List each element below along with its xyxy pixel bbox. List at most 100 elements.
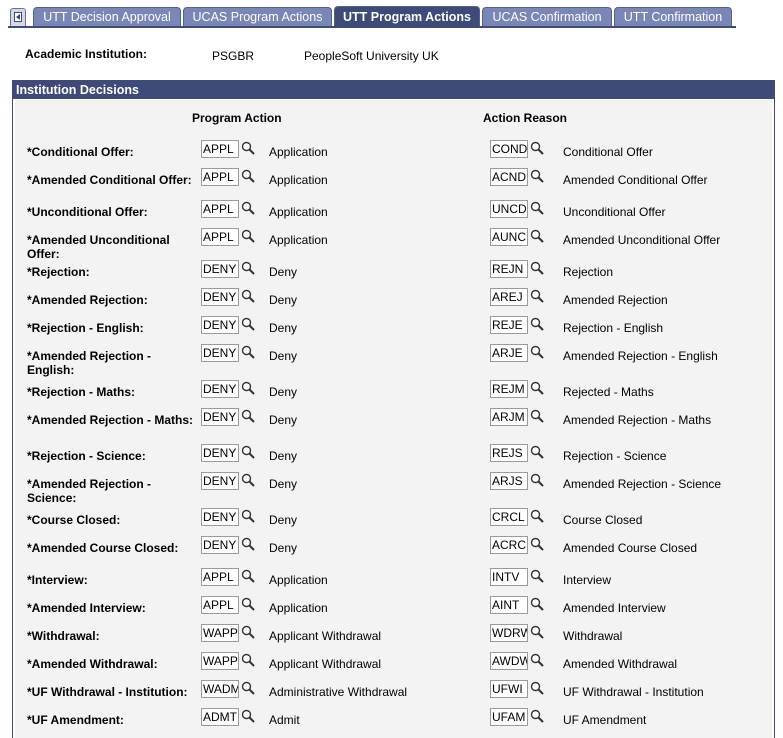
tab-utt-decision-approval[interactable]: UTT Decision Approval xyxy=(33,7,181,26)
action-reason-lookup-icon[interactable] xyxy=(530,289,544,303)
program-action-input[interactable]: DENY xyxy=(201,316,239,334)
program-action-description: Admit xyxy=(269,713,300,727)
academic-institution-code: PSGBR xyxy=(212,49,255,63)
action-reason-input[interactable]: ARJM xyxy=(490,408,528,426)
program-action-description: Application xyxy=(269,233,328,247)
action-reason-lookup-icon[interactable] xyxy=(530,381,544,395)
program-action-input[interactable]: DENY xyxy=(201,260,239,278)
action-reason-input[interactable]: AINT xyxy=(490,596,528,614)
program-action-lookup-icon[interactable] xyxy=(241,345,255,359)
action-reason-input[interactable]: UFWI xyxy=(490,680,528,698)
program-action-lookup-icon[interactable] xyxy=(241,509,255,523)
action-reason-input[interactable]: AWDW xyxy=(490,652,528,670)
scroll-tabs-left-button[interactable] xyxy=(10,8,26,26)
action-reason-input[interactable]: ACRC xyxy=(490,536,528,554)
program-action-input[interactable]: APPL xyxy=(201,168,239,186)
action-reason-input[interactable]: REJS xyxy=(490,444,528,462)
program-action-lookup-icon[interactable] xyxy=(241,569,255,583)
program-action-input[interactable]: WAPP xyxy=(201,624,239,642)
program-action-lookup-icon[interactable] xyxy=(241,229,255,243)
program-action-description: Applicant Withdrawal xyxy=(269,657,382,671)
tab-utt-confirmation[interactable]: UTT Confirmation xyxy=(614,7,732,26)
program-action-lookup-icon[interactable] xyxy=(241,653,255,667)
action-reason-lookup-icon[interactable] xyxy=(530,445,544,459)
program-action-lookup-icon[interactable] xyxy=(241,261,255,275)
academic-institution-label: Academic Institution: xyxy=(25,47,148,61)
action-reason-description: Amended Interview xyxy=(563,601,666,615)
program-action-input[interactable]: DENY xyxy=(201,508,239,526)
action-reason-input[interactable]: INTV xyxy=(490,568,528,586)
action-reason-lookup-icon[interactable] xyxy=(530,473,544,487)
program-action-lookup-icon[interactable] xyxy=(241,445,255,459)
tab-ucas-program-actions[interactable]: UCAS Program Actions xyxy=(183,7,332,26)
program-action-input[interactable]: DENY xyxy=(201,472,239,490)
action-reason-lookup-icon[interactable] xyxy=(530,537,544,551)
action-reason-lookup-icon[interactable] xyxy=(530,201,544,215)
program-action-lookup-icon[interactable] xyxy=(241,597,255,611)
program-action-description: Application xyxy=(269,573,328,587)
action-reason-lookup-icon[interactable] xyxy=(530,261,544,275)
action-reason-input[interactable]: REJE xyxy=(490,316,528,334)
action-reason-description: Interview xyxy=(563,573,612,587)
program-action-input[interactable]: WAPP xyxy=(201,652,239,670)
action-reason-input[interactable]: REJM xyxy=(490,380,528,398)
program-action-input[interactable]: WADM xyxy=(201,680,239,698)
program-action-lookup-icon[interactable] xyxy=(241,537,255,551)
action-reason-lookup-icon[interactable] xyxy=(530,681,544,695)
program-action-lookup-icon[interactable] xyxy=(241,681,255,695)
program-action-input[interactable]: DENY xyxy=(201,536,239,554)
action-reason-input[interactable]: CRCL xyxy=(490,508,528,526)
program-action-lookup-icon[interactable] xyxy=(241,709,255,723)
program-action-lookup-icon[interactable] xyxy=(241,289,255,303)
program-action-input[interactable]: APPL xyxy=(201,568,239,586)
program-action-input[interactable]: DENY xyxy=(201,380,239,398)
program-action-input[interactable]: DENY xyxy=(201,344,239,362)
action-reason-input[interactable]: REJN xyxy=(490,260,528,278)
row-label: *Amended Course Closed: xyxy=(27,541,179,555)
program-action-lookup-icon[interactable] xyxy=(241,625,255,639)
program-action-input[interactable]: APPL xyxy=(201,140,239,158)
program-action-lookup-icon[interactable] xyxy=(241,409,255,423)
action-reason-lookup-icon[interactable] xyxy=(530,317,544,331)
program-action-lookup-icon[interactable] xyxy=(241,141,255,155)
action-reason-lookup-icon[interactable] xyxy=(530,229,544,243)
action-reason-input[interactable]: UNCD xyxy=(490,200,528,218)
action-reason-input[interactable]: COND xyxy=(490,140,528,158)
action-reason-input[interactable]: ARJS xyxy=(490,472,528,490)
action-reason-lookup-icon[interactable] xyxy=(530,653,544,667)
section-title: Institution Decisions xyxy=(13,81,774,99)
program-action-lookup-icon[interactable] xyxy=(241,317,255,331)
program-action-input[interactable]: ADMT xyxy=(201,708,239,726)
program-action-lookup-icon[interactable] xyxy=(241,381,255,395)
action-reason-lookup-icon[interactable] xyxy=(530,169,544,183)
action-reason-input[interactable]: ACND xyxy=(490,168,528,186)
row-label: *Amended Conditional Offer: xyxy=(27,173,192,187)
program-action-input[interactable]: DENY xyxy=(201,408,239,426)
program-action-input[interactable]: DENY xyxy=(201,288,239,306)
program-action-lookup-icon[interactable] xyxy=(241,473,255,487)
action-reason-input[interactable]: UFAM xyxy=(490,708,528,726)
action-reason-lookup-icon[interactable] xyxy=(530,625,544,639)
program-action-lookup-icon[interactable] xyxy=(241,201,255,215)
action-reason-input[interactable]: WDRW xyxy=(490,624,528,642)
program-action-input[interactable]: DENY xyxy=(201,444,239,462)
program-action-lookup-icon[interactable] xyxy=(241,169,255,183)
action-reason-lookup-icon[interactable] xyxy=(530,569,544,583)
action-reason-lookup-icon[interactable] xyxy=(530,141,544,155)
program-action-column-header: Program Action xyxy=(192,111,282,125)
program-action-input[interactable]: APPL xyxy=(201,228,239,246)
action-reason-input[interactable]: AUNC xyxy=(490,228,528,246)
program-action-input[interactable]: APPL xyxy=(201,200,239,218)
tab-utt-program-actions[interactable]: UTT Program Actions xyxy=(334,6,480,27)
action-reason-description: Withdrawal xyxy=(563,629,623,643)
action-reason-input[interactable]: AREJ xyxy=(490,288,528,306)
action-reason-input[interactable]: ARJE xyxy=(490,344,528,362)
action-reason-lookup-icon[interactable] xyxy=(530,597,544,611)
program-action-input[interactable]: APPL xyxy=(201,596,239,614)
action-reason-lookup-icon[interactable] xyxy=(530,345,544,359)
action-reason-lookup-icon[interactable] xyxy=(530,709,544,723)
action-reason-lookup-icon[interactable] xyxy=(530,409,544,423)
row-label: *Amended Rejection - Science: xyxy=(27,477,152,505)
tab-ucas-confirmation[interactable]: UCAS Confirmation xyxy=(482,7,612,26)
action-reason-lookup-icon[interactable] xyxy=(530,509,544,523)
